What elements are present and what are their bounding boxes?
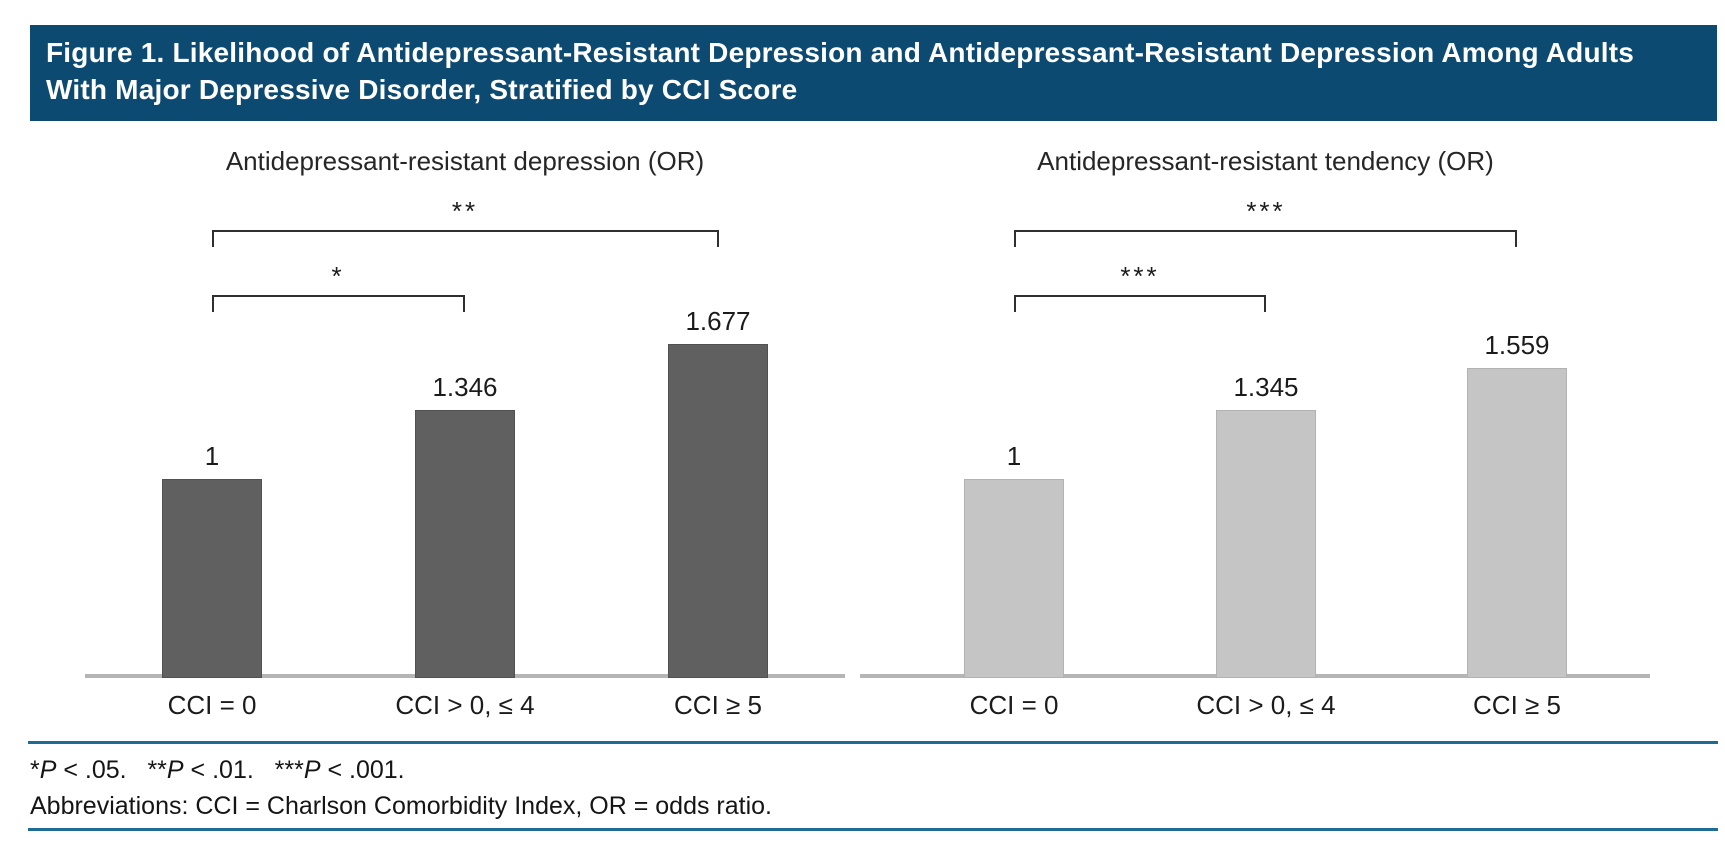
bar-value-label: 1: [204, 441, 220, 471]
figure-title-bar: Figure 1. Likelihood of Antidepressant-R…: [30, 25, 1717, 121]
category-label: CCI ≥ 5: [1473, 690, 1561, 720]
significance-label: *: [331, 261, 345, 291]
significance-note: *P < .05. **P < .01. ***P < .001.: [30, 756, 405, 784]
bar-CCI > 0, ≤ 4: [415, 410, 515, 678]
bar-CCI ≥ 5: [668, 344, 768, 678]
bar-value-label: 1.677: [685, 306, 751, 336]
significance-label: ***: [1120, 261, 1160, 291]
footer-top-rule: [28, 741, 1718, 744]
footer-bottom-rule: [28, 828, 1718, 831]
bar-CCI > 0, ≤ 4: [1216, 410, 1316, 678]
bar-value-label: 1.346: [432, 372, 498, 402]
significance-bracket: [212, 230, 719, 247]
bar-value-label: 1: [1006, 441, 1022, 471]
figure-title: Figure 1. Likelihood of Antidepressant-R…: [46, 37, 1635, 105]
chart-title: Antidepressant-resistant depression (OR): [225, 146, 705, 176]
significance-bracket: [212, 295, 465, 312]
significance-bracket: [1014, 295, 1266, 312]
bar-CCI = 0: [964, 479, 1064, 678]
bar-CCI = 0: [162, 479, 262, 678]
significance-label: ***: [1246, 196, 1286, 226]
category-label: CCI ≥ 5: [674, 690, 762, 720]
bar-CCI ≥ 5: [1467, 368, 1567, 678]
category-label: CCI > 0, ≤ 4: [395, 690, 535, 720]
chart-title: Antidepressant-resistant tendency (OR): [1037, 146, 1494, 176]
significance-label: **: [451, 196, 479, 226]
category-label: CCI = 0: [167, 690, 257, 720]
bar-value-label: 1.559: [1484, 330, 1550, 360]
abbreviations-note: Abbreviations: CCI = Charlson Comorbidit…: [30, 792, 773, 820]
category-label: CCI > 0, ≤ 4: [1196, 690, 1336, 720]
bar-value-label: 1.345: [1233, 372, 1299, 402]
category-label: CCI = 0: [969, 690, 1059, 720]
significance-bracket: [1014, 230, 1517, 247]
